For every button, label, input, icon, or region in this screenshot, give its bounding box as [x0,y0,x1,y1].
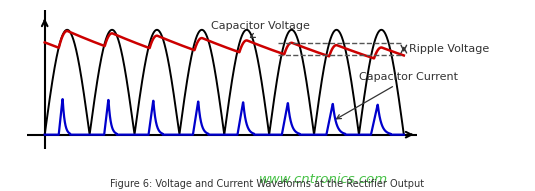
Text: www.cntronics.com: www.cntronics.com [259,173,388,186]
Text: Figure 6: Voltage and Current Waveforms at the Rectifier Output: Figure 6: Voltage and Current Waveforms … [110,179,425,189]
Text: Ripple Voltage: Ripple Voltage [409,44,490,54]
Text: Capacitor Current: Capacitor Current [337,72,458,119]
Text: Capacitor Voltage: Capacitor Voltage [211,21,310,37]
